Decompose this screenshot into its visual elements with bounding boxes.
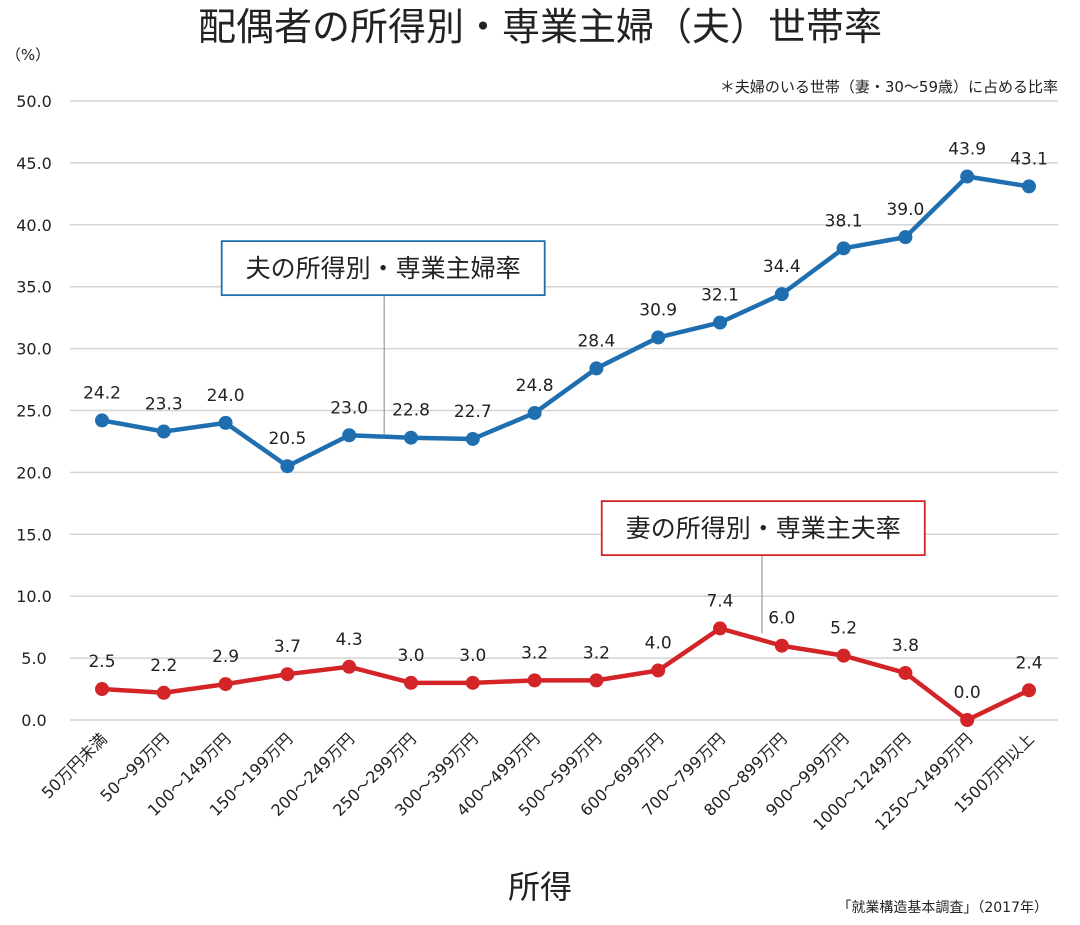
y-axis-ticks: 0.0 5.0 10.0 15.0 20.0 25.0 30.0 35.0 40.0 45.0 50… bbox=[16, 92, 52, 730]
data-label: 2.9 bbox=[212, 647, 239, 667]
data-label: 3.8 bbox=[892, 636, 919, 656]
data-label: 6.0 bbox=[768, 609, 795, 629]
data-label: 23.0 bbox=[330, 398, 368, 418]
data-label: 43.9 bbox=[948, 140, 986, 160]
data-label: 4.3 bbox=[336, 630, 363, 650]
x-axis-label: 所得 bbox=[508, 868, 572, 906]
y-tick-label: 0.0 bbox=[21, 711, 46, 730]
chart-title: 配偶者の所得別・専業主婦（夫）世帯率 bbox=[198, 5, 882, 49]
data-point bbox=[95, 682, 109, 697]
data-label: 3.7 bbox=[274, 637, 301, 657]
data-point bbox=[342, 659, 357, 674]
data-point bbox=[280, 459, 295, 474]
series-1: 24.2 23.3 24.0 20.5 23.0 22.8 22.7 24.8 28.4 30.9… bbox=[83, 140, 1048, 474]
series-2: 2.5 2.2 2.9 3.7 4.3 3.0 3.0 3.2 3.2 4.0 7.4 6.0 5.2 3… bbox=[88, 591, 1043, 727]
data-label: 3.0 bbox=[459, 646, 486, 666]
data-label: 3.2 bbox=[583, 643, 610, 663]
data-point bbox=[651, 663, 666, 678]
data-point bbox=[342, 428, 357, 443]
data-label: 2.2 bbox=[150, 656, 177, 676]
series-line bbox=[99, 174, 1032, 469]
data-point bbox=[589, 673, 604, 688]
grid bbox=[70, 100, 1058, 721]
data-label: 32.1 bbox=[701, 286, 739, 306]
data-point bbox=[218, 677, 233, 692]
data-label: 43.1 bbox=[1010, 149, 1048, 169]
data-point bbox=[95, 413, 109, 428]
data-label: 22.7 bbox=[454, 402, 492, 422]
data-label: 2.5 bbox=[88, 652, 115, 672]
data-point bbox=[713, 315, 727, 330]
data-label: 23.3 bbox=[145, 395, 183, 415]
data-label: 28.4 bbox=[577, 331, 615, 351]
data-point bbox=[836, 241, 851, 256]
data-label: 24.2 bbox=[83, 383, 121, 403]
data-point bbox=[836, 648, 851, 663]
data-point bbox=[280, 667, 295, 682]
data-point bbox=[898, 665, 913, 680]
data-point bbox=[527, 673, 542, 688]
data-label: 34.4 bbox=[763, 257, 801, 277]
data-point bbox=[404, 430, 418, 445]
data-point bbox=[960, 169, 975, 184]
data-label: 39.0 bbox=[886, 200, 924, 220]
data-point bbox=[404, 675, 418, 690]
data-label: 5.2 bbox=[830, 619, 857, 639]
data-label: 24.0 bbox=[207, 386, 245, 406]
data-point bbox=[465, 675, 480, 690]
data-point bbox=[156, 685, 171, 700]
data-point bbox=[713, 621, 727, 636]
data-label: 7.4 bbox=[706, 591, 733, 611]
data-label: 2.4 bbox=[1015, 653, 1042, 673]
data-label: 30.9 bbox=[639, 300, 677, 320]
series-layer: 24.2 23.3 24.0 20.5 23.0 22.8 22.7 24.8 28.4 30.9… bbox=[83, 140, 1048, 727]
series-line bbox=[99, 626, 1032, 723]
data-point bbox=[898, 230, 913, 245]
data-point bbox=[465, 431, 480, 446]
data-label: 24.8 bbox=[516, 376, 554, 396]
y-tick-label: 45.0 bbox=[16, 154, 52, 173]
data-label: 38.1 bbox=[825, 211, 863, 231]
data-label: 3.2 bbox=[521, 643, 548, 663]
data-point bbox=[651, 330, 666, 345]
data-point bbox=[589, 361, 604, 376]
y-tick-label: 35.0 bbox=[16, 278, 52, 297]
series-callout-box bbox=[220, 240, 546, 297]
series-callout-label: 妻の所得別・専業主夫率 bbox=[626, 514, 901, 543]
series-callout-box bbox=[600, 500, 926, 557]
data-point bbox=[156, 424, 171, 439]
y-tick-label: 20.0 bbox=[16, 463, 52, 482]
y-tick-label: 50.0 bbox=[16, 92, 52, 111]
y-tick-label: 15.0 bbox=[16, 525, 52, 544]
data-label: 0.0 bbox=[954, 683, 981, 703]
y-tick-label: 10.0 bbox=[16, 587, 52, 606]
y-tick-label: 25.0 bbox=[16, 402, 52, 421]
data-label: 20.5 bbox=[268, 429, 306, 449]
data-label: 3.0 bbox=[397, 646, 424, 666]
data-point bbox=[1022, 683, 1036, 698]
y-tick-label: 30.0 bbox=[16, 340, 52, 359]
data-label: 4.0 bbox=[645, 633, 672, 653]
y-tick-label: 40.0 bbox=[16, 216, 52, 235]
y-tick-label: 5.0 bbox=[21, 649, 46, 668]
x-axis-ticks: 50万円未満50〜99万円100〜149万円150〜199万円200〜249万円… bbox=[38, 729, 1038, 834]
y-unit-label: （%） bbox=[6, 46, 50, 64]
chart-subtitle: ＊夫婦のいる世帯（妻・30〜59歳）に占める比率 bbox=[720, 78, 1058, 96]
data-point bbox=[960, 713, 975, 727]
source-note: 「就業構造基本調査」（2017年） bbox=[837, 899, 1048, 916]
data-point bbox=[1022, 179, 1036, 194]
data-label: 22.8 bbox=[392, 401, 430, 421]
series-callout-label: 夫の所得別・専業主婦率 bbox=[246, 254, 521, 283]
data-point bbox=[774, 287, 789, 302]
data-point bbox=[218, 415, 233, 430]
data-point bbox=[774, 638, 789, 653]
data-point bbox=[527, 405, 542, 420]
